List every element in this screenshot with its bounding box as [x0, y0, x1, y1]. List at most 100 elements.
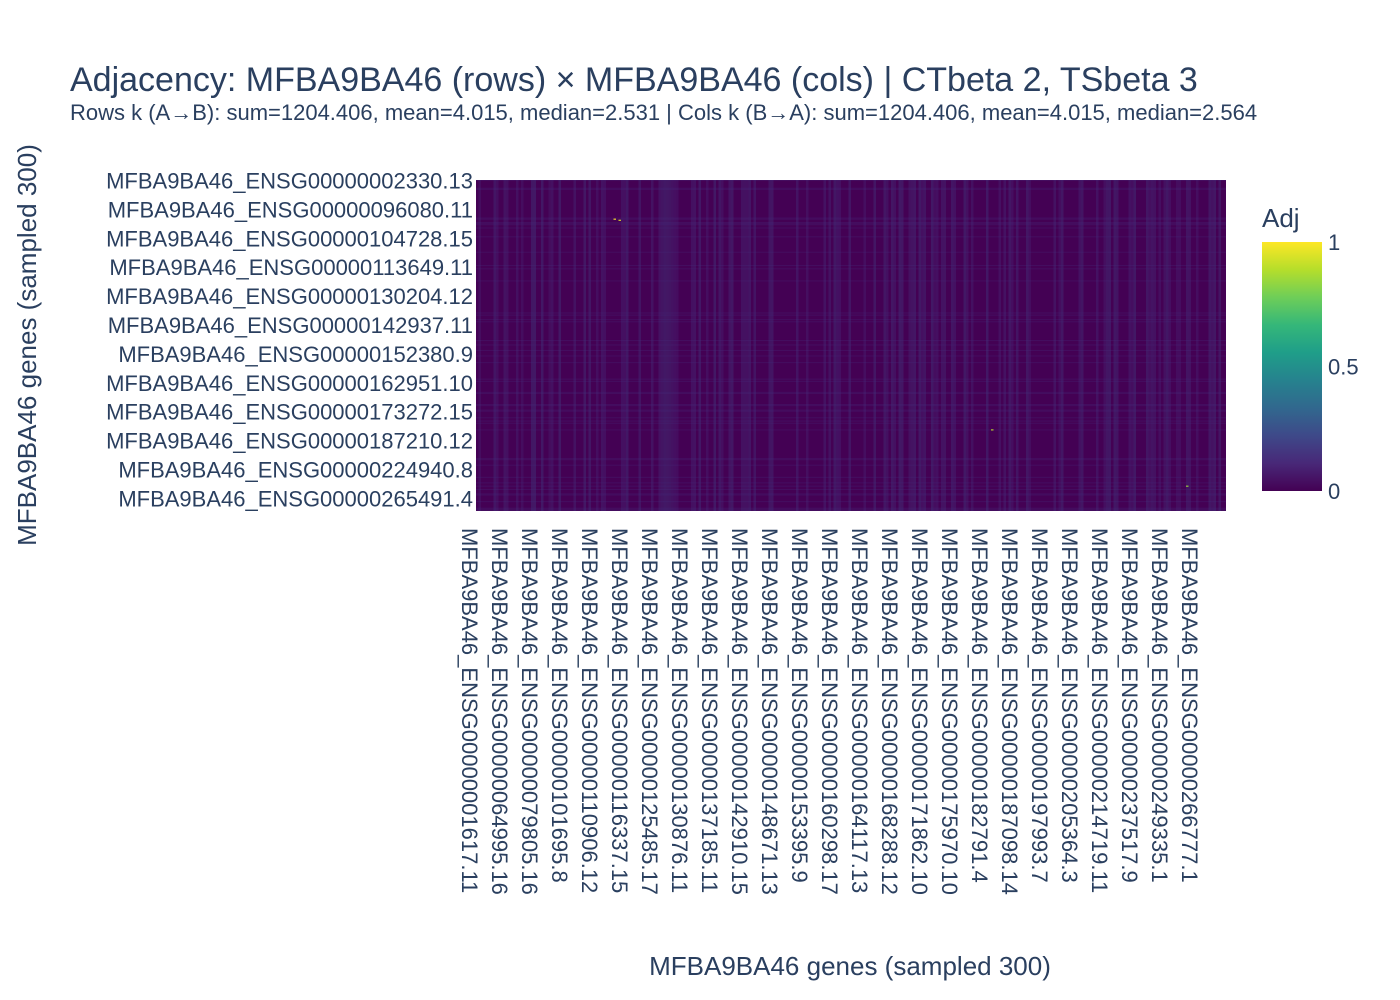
heatmap-column-texture — [1196, 180, 1199, 511]
x-tick-label: MFBA9BA46_ENSG00000148671.13 — [757, 528, 782, 895]
colorbar-title: Adj — [1262, 203, 1300, 233]
heatmap-row-texture — [476, 391, 1226, 393]
heatmap-column-texture — [891, 180, 894, 511]
heatmap-column-texture — [1208, 180, 1211, 511]
heatmap-column-texture — [1158, 180, 1161, 511]
heatmap-column-texture — [728, 180, 731, 511]
heatmap-row-texture — [476, 420, 1226, 422]
heatmap-column-texture — [1008, 180, 1011, 511]
heatmap-column-texture — [768, 180, 771, 511]
heatmap-row-texture — [476, 223, 1226, 225]
x-tick-label: MFBA9BA46_ENSG00000214719.11 — [1087, 528, 1112, 893]
heatmap-row-texture — [476, 392, 1226, 395]
heatmap-column-texture — [838, 180, 841, 511]
heatmap-row-texture — [476, 355, 1226, 357]
heatmap-column-texture — [823, 180, 826, 511]
heatmap-column-texture — [971, 180, 974, 511]
x-tick-label: MFBA9BA46_ENSG00000187098.14 — [997, 528, 1022, 895]
heatmap-column-texture — [1058, 180, 1061, 511]
heatmap-column-texture — [1096, 180, 1099, 511]
heatmap-column-texture — [533, 180, 536, 511]
colorbar-tick-label: 0.5 — [1328, 355, 1359, 380]
heatmap-column-texture — [748, 180, 751, 511]
heatmap-row-texture — [476, 251, 1226, 253]
x-tick-labels: MFBA9BA46_ENSG00000001617.11 MFBA9BA46_EN… — [457, 528, 1202, 895]
heatmap-column-texture — [836, 180, 839, 511]
x-tick-label: MFBA9BA46_ENSG00000160298.17 — [817, 528, 842, 895]
heatmap-hotspot-cell — [1186, 485, 1189, 487]
heatmap-column-texture — [1148, 180, 1151, 511]
heatmap-row-texture — [476, 362, 1226, 364]
heatmap-column-texture — [651, 180, 654, 511]
heatmap-column-texture — [558, 180, 561, 511]
heatmap-column-texture — [986, 180, 989, 511]
y-tick-label: MFBA9BA46_ENSG00000265491.4 — [118, 486, 473, 511]
heatmap-column-texture — [548, 180, 551, 511]
heatmap-column-texture — [1146, 180, 1149, 511]
heatmap-column-texture — [806, 180, 809, 511]
heatmap-row-texture — [476, 319, 1226, 321]
heatmap-column-texture — [478, 180, 481, 511]
heatmap-column-texture — [963, 180, 966, 511]
heatmap-row-texture — [476, 476, 1226, 478]
heatmap-row-texture — [476, 417, 1226, 419]
y-tick-labels: MFBA9BA46_ENSG00000002330.13 MFBA9BA46_EN… — [106, 169, 473, 512]
x-tick-label: MFBA9BA46_ENSG00000142910.15 — [727, 528, 752, 895]
heatmap-row-texture — [476, 280, 1226, 282]
x-tick-label: MFBA9BA46_ENSG00000197993.7 — [1027, 528, 1052, 883]
y-tick-label: MFBA9BA46_ENSG00000104728.15 — [106, 226, 473, 251]
heatmap-column-texture — [1128, 180, 1131, 511]
x-axis-title: MFBA9BA46 genes (sampled 300) — [649, 951, 1051, 981]
y-tick-label: MFBA9BA46_ENSG00000152380.9 — [118, 342, 473, 367]
heatmap-column-texture — [671, 180, 674, 511]
heatmap-row-texture — [476, 459, 1226, 461]
heatmap-column-texture — [796, 180, 799, 511]
heatmap-column-texture — [933, 180, 936, 511]
x-tick-label: MFBA9BA46_ENSG00000168288.12 — [877, 528, 902, 895]
heatmap-column-texture — [911, 180, 914, 511]
x-tick-label: MFBA9BA46_ENSG00000064995.16 — [487, 528, 512, 895]
x-tick-label: MFBA9BA46_ENSG00000153395.9 — [787, 528, 812, 883]
heatmap-row-texture — [476, 458, 1226, 460]
heatmap-column-texture — [1103, 180, 1106, 511]
heatmap-column-texture — [493, 180, 496, 511]
heatmap-row-texture — [476, 217, 1226, 219]
heatmap-row-texture — [476, 349, 1226, 352]
heatmap-row-texture — [476, 507, 1226, 509]
heatmap-column-texture — [1113, 180, 1116, 511]
heatmap-column-texture — [966, 180, 969, 511]
y-tick-label: MFBA9BA46_ENSG00000187210.12 — [106, 429, 473, 454]
heatmap-column-texture — [676, 180, 679, 511]
heatmap-column-texture — [1081, 180, 1084, 511]
heatmap-cells — [476, 180, 1226, 511]
heatmap-column-texture — [531, 180, 534, 511]
heatmap-column-texture — [1061, 180, 1064, 511]
heatmap-column-texture — [503, 180, 506, 511]
heatmap-column-texture — [698, 180, 701, 511]
heatmap-column-texture — [721, 180, 724, 511]
heatmap-column-texture — [901, 180, 904, 511]
heatmap-row-texture — [476, 227, 1226, 229]
heatmap-column-texture — [521, 180, 524, 511]
heatmap-row-texture — [476, 493, 1226, 495]
y-tick-label: MFBA9BA46_ENSG00000142937.11 — [108, 313, 473, 338]
heatmap-column-texture — [921, 180, 924, 511]
heatmap-column-texture — [1176, 180, 1179, 511]
heatmap-column-texture — [673, 180, 676, 511]
heatmap-column-texture — [516, 180, 519, 511]
heatmap-column-texture — [583, 180, 586, 511]
heatmap-column-texture — [666, 180, 669, 511]
x-tick-label: MFBA9BA46_ENSG00000171862.10 — [907, 528, 932, 895]
heatmap-hotspot-cell — [613, 218, 616, 220]
x-tick-label: MFBA9BA46_ENSG00000079805.16 — [517, 528, 542, 895]
heatmap-column-texture — [828, 180, 831, 511]
heatmap-hotspot-cell — [618, 219, 621, 221]
heatmap-column-texture — [693, 180, 696, 511]
heatmap-column-texture — [931, 180, 934, 511]
x-tick-label: MFBA9BA46_ENSG00000110906.12 — [577, 528, 602, 893]
heatmap-row-texture — [476, 224, 1226, 226]
heatmap-column-texture — [746, 180, 749, 511]
heatmap-row-texture — [476, 264, 1226, 267]
heatmap-row-texture — [476, 321, 1226, 323]
